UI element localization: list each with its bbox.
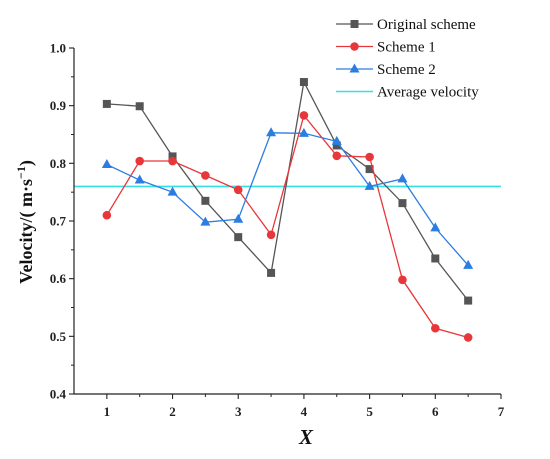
legend-marker <box>349 63 360 73</box>
legend: Original scheme Scheme 1 Scheme 2 Average v… <box>336 17 479 101</box>
data-point <box>398 275 407 285</box>
data-point <box>331 135 342 145</box>
series-line <box>106 132 469 266</box>
x-axis-title: X <box>298 425 314 449</box>
data-point <box>201 171 210 180</box>
y-tick-label: 0.6 <box>50 271 67 286</box>
data-point <box>168 156 177 166</box>
data-point <box>364 180 375 190</box>
data-point <box>233 213 244 223</box>
y-tick-label: 0.8 <box>50 156 67 171</box>
data-point <box>134 174 145 184</box>
data-point <box>299 111 309 120</box>
data-point <box>332 151 342 161</box>
data-point <box>397 173 408 183</box>
x-tick-label: 3 <box>235 404 242 419</box>
y-axis-title-close: ) <box>16 160 37 166</box>
x-tick-label: 1 <box>104 404 111 419</box>
data-point <box>135 102 144 111</box>
series-2 <box>102 111 473 342</box>
data-point <box>398 199 407 208</box>
data-point <box>234 233 243 242</box>
series-line <box>106 114 469 339</box>
y-tick-label: 1.0 <box>50 41 66 56</box>
legend-label: Scheme 2 <box>377 62 436 78</box>
x-tick-label: 6 <box>432 404 439 419</box>
x-tick-label: 2 <box>169 404 176 419</box>
legend-marker <box>350 20 359 28</box>
data-point <box>168 152 177 161</box>
data-point <box>464 296 473 305</box>
data-point <box>298 127 309 137</box>
data-point <box>135 156 144 166</box>
legend-item-2: Scheme 1 <box>336 40 436 56</box>
series-line <box>106 79 469 302</box>
data-point <box>167 186 178 196</box>
plot-area <box>74 78 501 342</box>
y-axis-title-main: Velocity/( m·s <box>16 179 37 284</box>
data-point <box>102 99 111 108</box>
data-point <box>200 216 211 226</box>
y-tick-label: 0.9 <box>50 98 67 113</box>
legend-item-1: Original scheme <box>336 17 476 33</box>
y-tick-label: 0.7 <box>50 214 67 229</box>
data-point <box>233 185 243 195</box>
axes: 1 2 3 4 5 6 7 0.4 0.5 0.6 0.7 0.8 0.9 1.0 <box>50 41 505 420</box>
series-1 <box>102 78 473 305</box>
data-point <box>463 333 473 342</box>
data-point <box>299 78 308 87</box>
data-point <box>267 268 276 277</box>
y-axis-title-exponent: −1 <box>14 166 28 179</box>
legend-marker <box>350 42 359 51</box>
x-tick-label: 5 <box>366 404 373 419</box>
data-point <box>266 127 277 137</box>
y-tick-label: 0.4 <box>50 387 67 402</box>
data-point <box>365 165 374 174</box>
data-point <box>332 141 341 150</box>
x-tick-label: 4 <box>301 404 308 419</box>
legend-item-3: Scheme 2 <box>336 62 436 78</box>
x-tick-label: 7 <box>498 404 505 419</box>
y-tick-label: 0.5 <box>50 329 67 344</box>
legend-label: Average velocity <box>377 85 479 101</box>
data-point <box>201 196 210 205</box>
legend-label: Scheme 1 <box>377 40 436 56</box>
data-point <box>431 254 440 263</box>
data-point <box>266 230 276 240</box>
data-point <box>431 323 440 333</box>
legend-item-4: Average velocity <box>336 85 479 101</box>
data-point <box>365 152 374 162</box>
data-point <box>430 222 441 232</box>
data-point <box>463 259 474 269</box>
series-3 <box>101 127 474 269</box>
data-point <box>102 210 112 220</box>
legend-label: Original scheme <box>377 17 476 33</box>
data-point <box>101 158 112 168</box>
y-axis-title: Velocity/( m·s−1) <box>14 160 37 284</box>
